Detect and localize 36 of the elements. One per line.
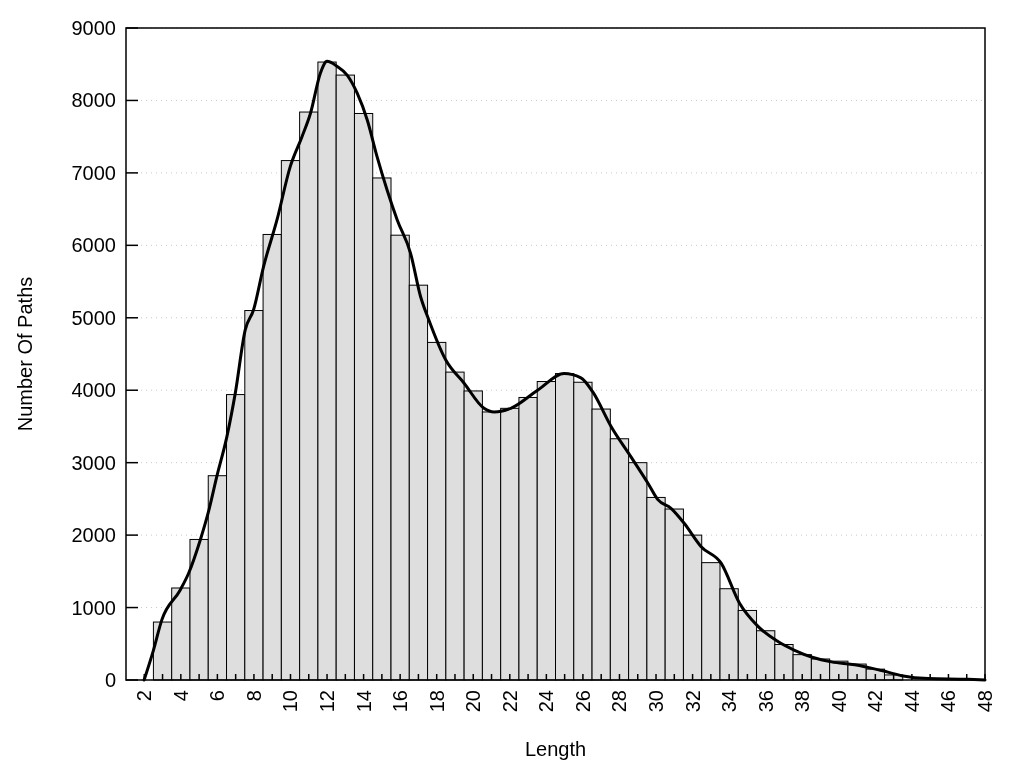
x-tick-label: 2 bbox=[133, 690, 156, 702]
x-tick-label: 36 bbox=[754, 690, 777, 713]
x-axis-title: Length bbox=[524, 738, 587, 760]
y-tick-label: 3000 bbox=[71, 451, 116, 474]
x-tick-label: 34 bbox=[718, 690, 741, 713]
y-tick-label: 2000 bbox=[71, 524, 116, 547]
x-tick-label: 16 bbox=[389, 690, 412, 713]
x-tick-label: 24 bbox=[535, 690, 558, 713]
y-tick-label: 4000 bbox=[71, 379, 116, 402]
y-tick-label: 9000 bbox=[71, 17, 116, 39]
x-tick-label: 38 bbox=[791, 690, 814, 713]
y-tick-label: 0 bbox=[104, 669, 116, 691]
x-tick-label: 20 bbox=[462, 690, 485, 713]
x-tick-label: 46 bbox=[937, 690, 960, 713]
x-tick-label: 10 bbox=[279, 690, 302, 713]
x-tick-label: 30 bbox=[645, 690, 668, 713]
x-tick-label: 4 bbox=[169, 690, 192, 702]
x-tick-label: 18 bbox=[425, 690, 448, 713]
y-tick-label: 6000 bbox=[71, 234, 116, 257]
x-tick-label: 14 bbox=[352, 690, 375, 713]
x-tick-label: 28 bbox=[608, 690, 631, 713]
x-tick-label: 40 bbox=[827, 690, 850, 713]
x-tick-label: 42 bbox=[864, 690, 887, 713]
x-tick-label: 22 bbox=[498, 690, 521, 713]
x-tick-label: 32 bbox=[681, 690, 704, 713]
y-tick-label: 5000 bbox=[71, 306, 116, 329]
y-tick-label: 1000 bbox=[71, 596, 116, 619]
y-tick-label: 8000 bbox=[71, 89, 116, 112]
x-tick-label: 44 bbox=[900, 690, 923, 713]
y-tick-label: 7000 bbox=[71, 161, 116, 184]
x-tick-label: 12 bbox=[316, 690, 339, 713]
y-axis-title: Number Of Paths bbox=[14, 276, 36, 432]
x-tick-label: 48 bbox=[974, 690, 996, 713]
x-tick-label: 6 bbox=[206, 690, 229, 702]
x-tick-label: 26 bbox=[571, 690, 594, 713]
x-tick-label: 8 bbox=[242, 690, 265, 702]
